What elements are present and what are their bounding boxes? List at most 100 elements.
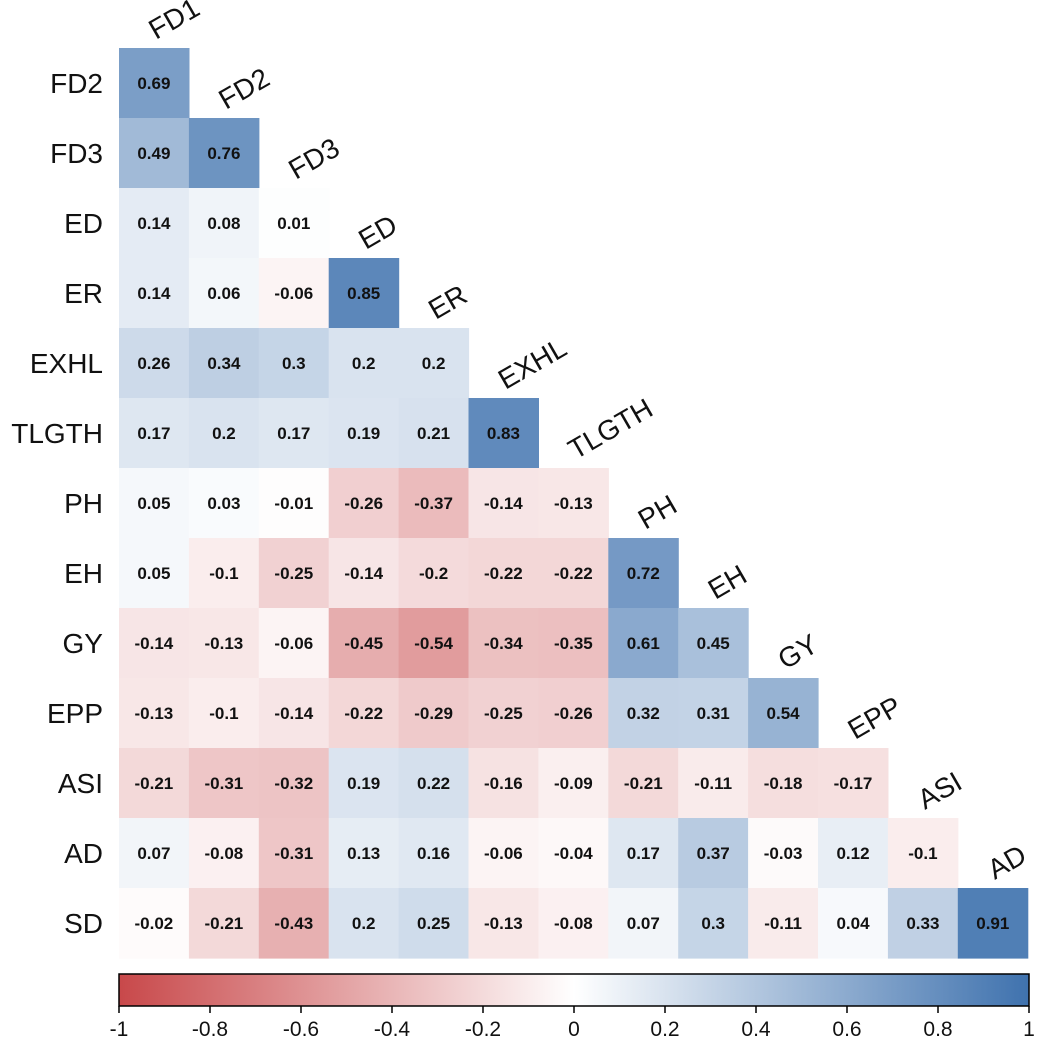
heatmap-cell (119, 888, 190, 959)
cell-value-label: 0.25 (417, 914, 450, 933)
cell-value-label: 0.12 (836, 844, 869, 863)
column-label: TLGTH (563, 392, 658, 465)
cell-value-label: 0.72 (627, 564, 660, 583)
heatmap-cell (258, 748, 330, 819)
heatmap-cell (119, 48, 190, 119)
cell-value-label: -0.17 (834, 774, 873, 793)
cell-value-label: -0.01 (274, 494, 313, 513)
cell-value-label: -0.18 (764, 774, 803, 793)
heatmap-cell (538, 468, 609, 539)
heatmap-cells: 0.69 0.49 0.76 0.14 0.08 0.01 0.14 0.06 -0.06 0.8… (119, 48, 1029, 959)
cell-value-label: -0.11 (694, 774, 732, 793)
cell-value-label: -0.06 (274, 284, 313, 303)
cell-value-label: -0.14 (135, 634, 174, 653)
row-label: PH (64, 488, 103, 519)
colorbar-tick-label: 0.4 (741, 1018, 771, 1041)
heatmap-cell (188, 748, 260, 819)
cell-value-label: 0.07 (627, 914, 660, 933)
heatmap-cell (119, 188, 190, 259)
heatmap-cell (328, 398, 400, 469)
cell-value-label: -0.31 (274, 844, 313, 863)
cell-value-label: -0.13 (554, 494, 593, 513)
row-label: FD3 (50, 138, 103, 169)
cell-value-label: -0.21 (135, 774, 174, 793)
heatmap-cell (957, 888, 1029, 959)
heatmap-cell (398, 398, 470, 469)
cell-value-label: 0.13 (347, 844, 380, 863)
heatmap-cell (328, 818, 400, 889)
cell-value-label: -0.14 (274, 704, 313, 723)
cell-value-label: 0.14 (137, 214, 171, 233)
cell-value-label: 0.14 (137, 284, 171, 303)
cell-value-label: -0.21 (624, 774, 663, 793)
heatmap-cell (678, 608, 749, 679)
heatmap-cell (748, 678, 819, 749)
column-label: ER (423, 279, 472, 325)
cell-value-label: 0.32 (627, 704, 660, 723)
heatmap-cell (748, 818, 819, 889)
cell-value-label: -0.06 (274, 634, 313, 653)
heatmap-cell (468, 398, 539, 469)
heatmap-cell (468, 888, 539, 959)
row-label: ER (64, 278, 103, 309)
cell-value-label: -0.13 (135, 704, 174, 723)
column-label: FD1 (143, 0, 204, 45)
heatmap-cell (328, 608, 400, 679)
cell-value-label: 0.2 (352, 354, 376, 373)
heatmap-cell (328, 748, 400, 819)
heatmap-cell (678, 678, 749, 749)
cell-value-label: 0.37 (697, 844, 730, 863)
heatmap-cell (188, 328, 260, 399)
heatmap-cell (678, 818, 749, 889)
cell-value-label: 0.33 (906, 914, 939, 933)
heatmap-cell (468, 538, 539, 609)
column-label: GY (773, 628, 824, 675)
heatmap-cell (258, 188, 330, 259)
cell-value-label: -0.54 (414, 634, 453, 653)
heatmap-cell (398, 468, 470, 539)
column-label: EXHL (493, 332, 572, 395)
heatmap-cell (328, 678, 400, 749)
cell-value-label: -0.16 (484, 774, 523, 793)
row-labels: FD2 FD3 ED ER EXHL TLGTH PH EH GY EPP ASI AD SD (11, 68, 103, 939)
row-label: ED (64, 208, 103, 239)
cell-value-label: 0.61 (627, 634, 660, 653)
cell-value-label: 0.34 (207, 354, 241, 373)
cell-value-label: 0.04 (836, 914, 870, 933)
colorbar-tick-label: 0.6 (832, 1018, 861, 1041)
colorbar (118, 973, 1030, 1007)
column-label: ED (353, 209, 402, 255)
colorbar-tick-label: 0.2 (650, 1018, 679, 1041)
heatmap-cell (119, 818, 190, 889)
cell-value-label: -0.25 (274, 564, 313, 583)
heatmap-cell (258, 328, 330, 399)
heatmap-cell (119, 538, 190, 609)
cell-value-label: 0.16 (417, 844, 450, 863)
heatmap-cell (188, 608, 260, 679)
colorbar-tick-label: 0.8 (923, 1018, 952, 1041)
cell-value-label: -0.22 (484, 564, 523, 583)
heatmap-cell (398, 328, 470, 399)
heatmap-cell (188, 118, 260, 189)
heatmap-cell (538, 608, 609, 679)
heatmap-cell (538, 538, 609, 609)
heatmap-cell (188, 468, 260, 539)
cell-value-label: 0.91 (976, 914, 1009, 933)
row-label: AD (64, 838, 103, 869)
cell-value-label: 0.19 (347, 774, 380, 793)
cell-value-label: 0.3 (282, 354, 306, 373)
heatmap-cell (328, 538, 400, 609)
cell-value-label: 0.05 (137, 494, 170, 513)
cell-value-label: -0.03 (764, 844, 803, 863)
column-label: PH (633, 489, 682, 535)
heatmap-cell (119, 748, 190, 819)
row-label: TLGTH (11, 418, 103, 449)
cell-value-label: -0.13 (484, 914, 523, 933)
heatmap-cell (328, 468, 400, 539)
cell-value-label: 0.31 (697, 704, 730, 723)
heatmap-cell (328, 328, 400, 399)
cell-value-label: -0.22 (344, 704, 383, 723)
cell-value-label: -0.04 (554, 844, 593, 863)
heatmap-cell (748, 748, 819, 819)
